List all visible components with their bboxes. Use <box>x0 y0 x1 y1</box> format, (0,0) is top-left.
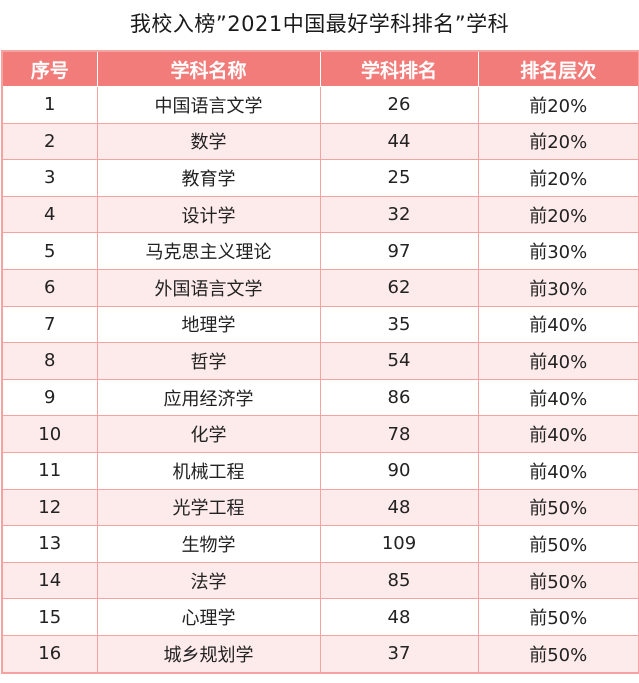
cell-subject: 应用经济学 <box>96 378 321 417</box>
table-row: 4 设计学 32 前20% <box>1 195 639 234</box>
table-row: 5 马克思主义理论 97 前30% <box>1 232 639 270</box>
table-row: 2 数学 44 前20% <box>1 122 639 161</box>
cell-rank: 62 <box>319 268 479 307</box>
cell-rank: 26 <box>319 86 479 124</box>
table-row: 9 应用经济学 86 前40% <box>1 378 639 417</box>
cell-rank: 54 <box>319 342 479 380</box>
cell-tier: 前40% <box>477 378 639 417</box>
table-row: 7 地理学 35 前40% <box>1 305 639 344</box>
cell-subject: 中国语言文学 <box>96 86 321 124</box>
cell-subject: 教育学 <box>96 159 321 197</box>
cell-tier: 前20% <box>477 195 639 234</box>
table-row: 12 光学工程 48 前50% <box>1 488 639 527</box>
cell-number: 5 <box>1 232 98 270</box>
cell-rank: 86 <box>319 378 479 417</box>
cell-rank: 78 <box>319 415 479 453</box>
table-row: 1 中国语言文学 26 前20% <box>1 86 639 124</box>
table-row: 15 心理学 48 前50% <box>1 598 639 636</box>
cell-subject: 数学 <box>96 122 321 161</box>
cell-number: 10 <box>1 415 98 453</box>
cell-subject: 生物学 <box>96 525 321 563</box>
cell-number: 2 <box>1 122 98 161</box>
cell-rank: 97 <box>319 232 479 270</box>
subject-ranking-table: 序号 学科名称 学科排名 排名层次 1 中国语言文学 26 前20% 2 数学 44 前20%… <box>1 50 639 674</box>
cell-subject: 城乡规划学 <box>96 634 321 674</box>
column-header-number: 序号 <box>1 50 98 87</box>
cell-tier: 前40% <box>477 451 639 490</box>
cell-number: 7 <box>1 305 98 344</box>
cell-tier: 前20% <box>477 159 639 197</box>
cell-tier: 前40% <box>477 342 639 380</box>
cell-tier: 前20% <box>477 86 639 124</box>
cell-rank: 48 <box>319 488 479 527</box>
column-header-tier: 排名层次 <box>477 50 639 87</box>
cell-tier: 前50% <box>477 634 639 674</box>
cell-subject: 设计学 <box>96 195 321 234</box>
cell-tier: 前20% <box>477 122 639 161</box>
table-row: 10 化学 78 前40% <box>1 415 639 453</box>
cell-number: 11 <box>1 451 98 490</box>
cell-tier: 前50% <box>477 598 639 636</box>
cell-rank: 37 <box>319 634 479 674</box>
table-header-row: 序号 学科名称 学科排名 排名层次 <box>1 50 639 87</box>
cell-rank: 35 <box>319 305 479 344</box>
table-row: 11 机械工程 90 前40% <box>1 451 639 490</box>
cell-subject: 外国语言文学 <box>96 268 321 307</box>
cell-tier: 前50% <box>477 561 639 600</box>
table-row: 8 哲学 54 前40% <box>1 342 639 380</box>
cell-number: 14 <box>1 561 98 600</box>
cell-subject: 哲学 <box>96 342 321 380</box>
table-body: 1 中国语言文学 26 前20% 2 数学 44 前20% 3 教育学 25 前20% 4 设计学 32 前2… <box>1 86 639 674</box>
cell-number: 9 <box>1 378 98 417</box>
cell-tier: 前50% <box>477 488 639 527</box>
table-row: 3 教育学 25 前20% <box>1 159 639 197</box>
cell-subject: 法学 <box>96 561 321 600</box>
cell-number: 4 <box>1 195 98 234</box>
cell-tier: 前40% <box>477 305 639 344</box>
cell-rank: 48 <box>319 598 479 636</box>
cell-tier: 前50% <box>477 525 639 563</box>
cell-number: 3 <box>1 159 98 197</box>
cell-number: 1 <box>1 86 98 124</box>
cell-tier: 前30% <box>477 232 639 270</box>
cell-rank: 25 <box>319 159 479 197</box>
cell-subject: 化学 <box>96 415 321 453</box>
cell-rank: 109 <box>319 525 479 563</box>
cell-subject: 马克思主义理论 <box>96 232 321 270</box>
cell-subject: 地理学 <box>96 305 321 344</box>
cell-subject: 机械工程 <box>96 451 321 490</box>
page-title: 我校入榜”2021中国最好学科排名”学科 <box>129 12 510 36</box>
cell-number: 15 <box>1 598 98 636</box>
cell-tier: 前30% <box>477 268 639 307</box>
table-row: 16 城乡规划学 37 前50% <box>1 634 639 674</box>
cell-rank: 32 <box>319 195 479 234</box>
table-row: 14 法学 85 前50% <box>1 561 639 600</box>
cell-number: 16 <box>1 634 98 674</box>
cell-rank: 90 <box>319 451 479 490</box>
cell-number: 12 <box>1 488 98 527</box>
cell-number: 13 <box>1 525 98 563</box>
table-row: 6 外国语言文学 62 前30% <box>1 268 639 307</box>
cell-number: 6 <box>1 268 98 307</box>
cell-tier: 前40% <box>477 415 639 453</box>
cell-subject: 光学工程 <box>96 488 321 527</box>
cell-rank: 85 <box>319 561 479 600</box>
column-header-subject: 学科名称 <box>96 50 321 87</box>
column-header-rank: 学科排名 <box>319 50 479 87</box>
table-row: 13 生物学 109 前50% <box>1 525 639 563</box>
cell-number: 8 <box>1 342 98 380</box>
cell-subject: 心理学 <box>96 598 321 636</box>
cell-rank: 44 <box>319 122 479 161</box>
